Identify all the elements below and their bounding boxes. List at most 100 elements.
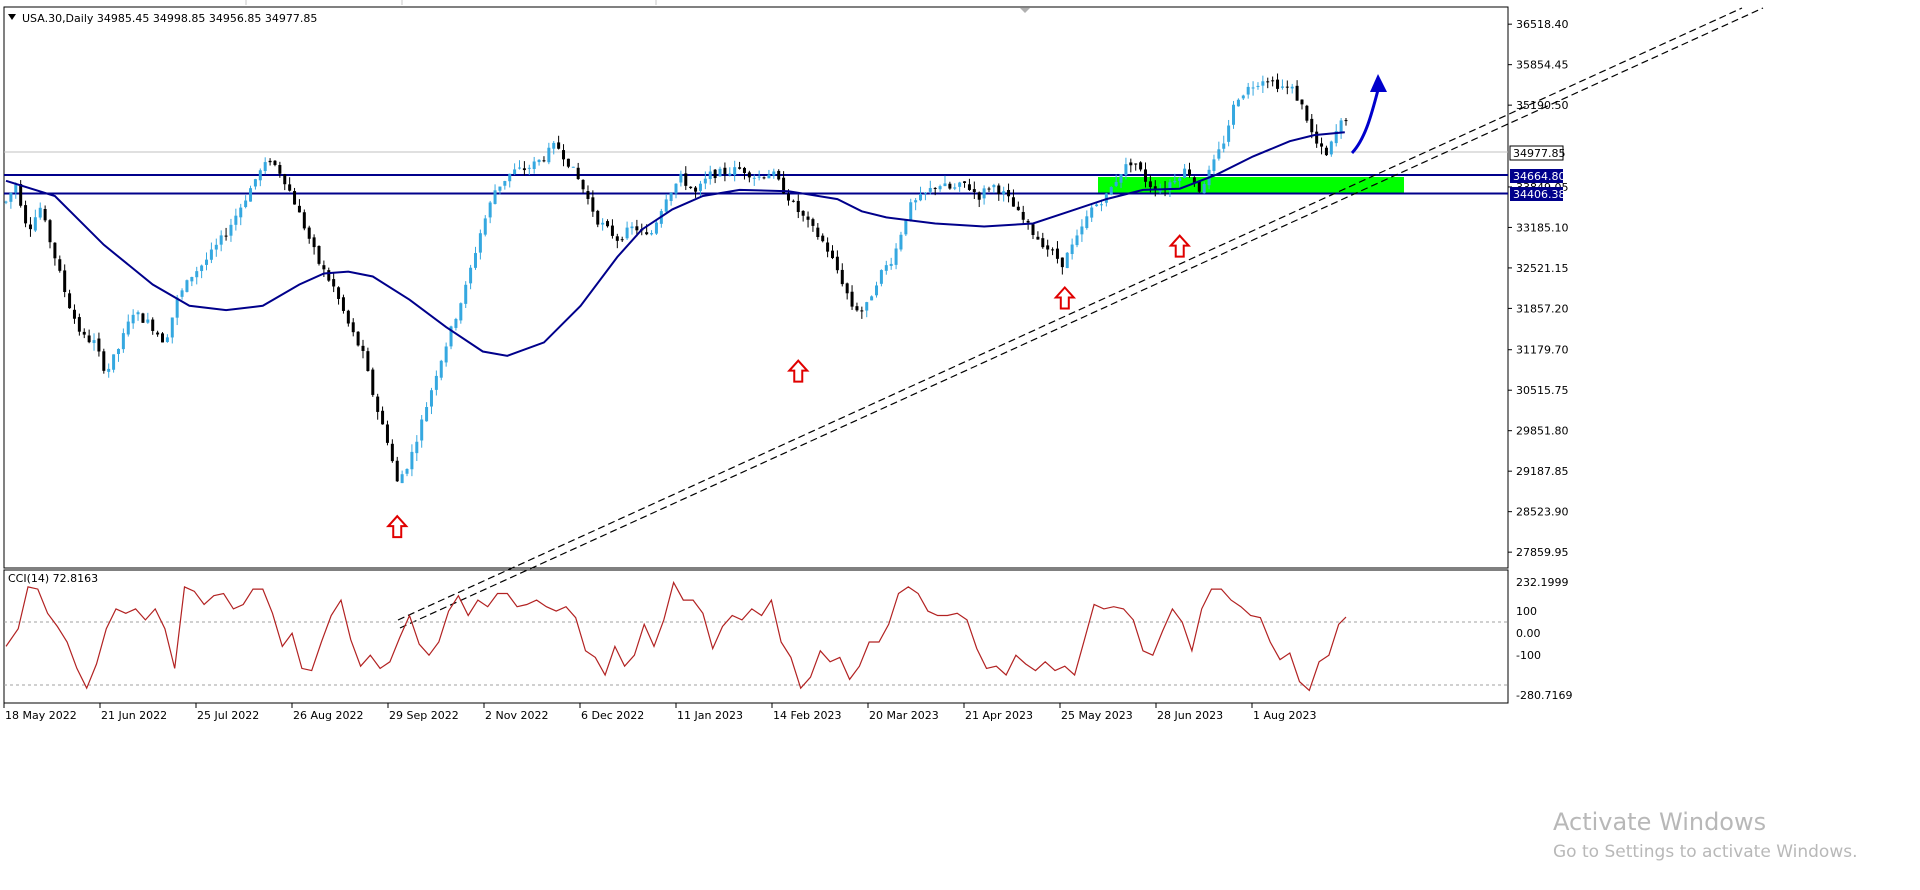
- candle-body: [674, 183, 678, 194]
- time-tick-label: 21 Apr 2023: [965, 709, 1033, 722]
- candle-body: [914, 200, 918, 203]
- candle-body: [1236, 99, 1240, 107]
- swing-low-markers: [385, 234, 1191, 539]
- candle-body: [48, 220, 52, 243]
- candle-body: [562, 150, 566, 160]
- candle-body: [356, 331, 360, 346]
- main-chart-frame[interactable]: [3, 6, 1509, 569]
- candle-body: [1300, 99, 1304, 105]
- candle-body: [77, 317, 81, 332]
- candle-body: [488, 202, 492, 218]
- candle-body: [1324, 147, 1328, 156]
- candle-body: [253, 179, 257, 187]
- candle-body: [1011, 197, 1015, 207]
- scroll-marker-icon[interactable]: [1020, 8, 1030, 13]
- candle-body: [1041, 238, 1045, 248]
- candle-body: [87, 335, 91, 343]
- candle-body: [1099, 204, 1103, 206]
- cci-axis[interactable]: 232.1999 100 0.00 -100 -280.7169: [1516, 576, 1572, 702]
- candle-body: [371, 369, 375, 395]
- candle-body: [1344, 120, 1348, 122]
- candle-body: [1183, 168, 1187, 178]
- candle-body: [850, 291, 854, 307]
- candle-body: [1232, 104, 1236, 125]
- candle-body: [738, 167, 742, 169]
- candle-body: [1251, 87, 1255, 89]
- candle-body: [1090, 207, 1094, 218]
- candle-body: [381, 410, 385, 425]
- candle-body: [1007, 189, 1011, 197]
- candle-body: [747, 172, 751, 178]
- candle-body: [752, 177, 756, 179]
- candle-body: [581, 179, 585, 190]
- candle-body: [635, 226, 639, 231]
- candle-body: [601, 222, 605, 225]
- supply-demand-zone[interactable]: [1098, 177, 1404, 194]
- candle-body: [615, 236, 619, 241]
- level-top-tag: 34664.80: [1510, 169, 1566, 183]
- candle-body: [385, 424, 389, 443]
- candle-body: [1016, 206, 1020, 211]
- candle-body: [38, 207, 42, 218]
- candle-body: [718, 168, 722, 177]
- candle-body: [1202, 184, 1206, 194]
- candle-body: [811, 219, 815, 226]
- candle-body: [1197, 181, 1201, 192]
- candle-body: [278, 165, 282, 174]
- candle-body: [596, 210, 600, 225]
- candle-body: [1280, 86, 1284, 88]
- cci-tick-label: 232.1999: [1516, 576, 1569, 589]
- candle-body: [43, 209, 47, 221]
- time-axis[interactable]: 18 May 2022 21 Jun 2022 25 Jul 2022 26 Aug …: [3, 703, 1316, 722]
- candle-body: [239, 207, 243, 218]
- price-tick-label: 29851.80: [1516, 425, 1569, 438]
- candle-body: [610, 225, 614, 236]
- time-tick-label: 14 Feb 2023: [773, 709, 841, 722]
- candle-body: [987, 188, 991, 190]
- candle-body: [469, 267, 473, 284]
- candle-body: [405, 468, 409, 474]
- forecast-arrow-icon[interactable]: [1350, 74, 1387, 155]
- candle-body: [1315, 131, 1319, 144]
- candle-body: [513, 169, 517, 175]
- candle-body: [1148, 181, 1152, 188]
- candle-body: [376, 396, 380, 412]
- candle-body: [175, 297, 179, 318]
- candle-body: [307, 227, 311, 239]
- candle-body: [19, 184, 23, 206]
- candle-body: [909, 202, 913, 221]
- indicator-pane-frame[interactable]: [3, 569, 1509, 704]
- candle-body: [112, 354, 116, 370]
- cci-tick-label: 0.00: [1516, 627, 1541, 640]
- candle-body: [1290, 86, 1294, 89]
- candle-body: [102, 351, 106, 371]
- candle-body: [273, 160, 277, 165]
- candle-body: [606, 221, 610, 227]
- candle-body: [620, 239, 624, 241]
- candle-body: [552, 142, 556, 149]
- triangle-down-icon[interactable]: [8, 14, 16, 20]
- candle-body: [967, 184, 971, 190]
- price-axis-area: [1509, 7, 1569, 703]
- candle-body: [679, 173, 683, 183]
- candle-body: [136, 312, 140, 315]
- candle-body: [1124, 164, 1128, 175]
- candle-body: [483, 218, 487, 235]
- candle-body: [733, 167, 737, 175]
- candle-body: [904, 219, 908, 235]
- candle-body: [1285, 86, 1289, 88]
- candle-body: [244, 200, 248, 208]
- candle-body: [919, 193, 923, 201]
- candle-body: [1295, 85, 1299, 101]
- candle-body: [997, 185, 1001, 195]
- candle-body: [283, 174, 287, 185]
- trendline-channel[interactable]: [397, 7, 1764, 629]
- candle-body: [703, 178, 707, 184]
- candle-body: [390, 443, 394, 462]
- candle-body: [865, 302, 869, 311]
- candle-body: [830, 250, 834, 259]
- candle-body: [1026, 220, 1030, 223]
- candle-body: [1158, 189, 1162, 192]
- top-separators: [245, 0, 657, 5]
